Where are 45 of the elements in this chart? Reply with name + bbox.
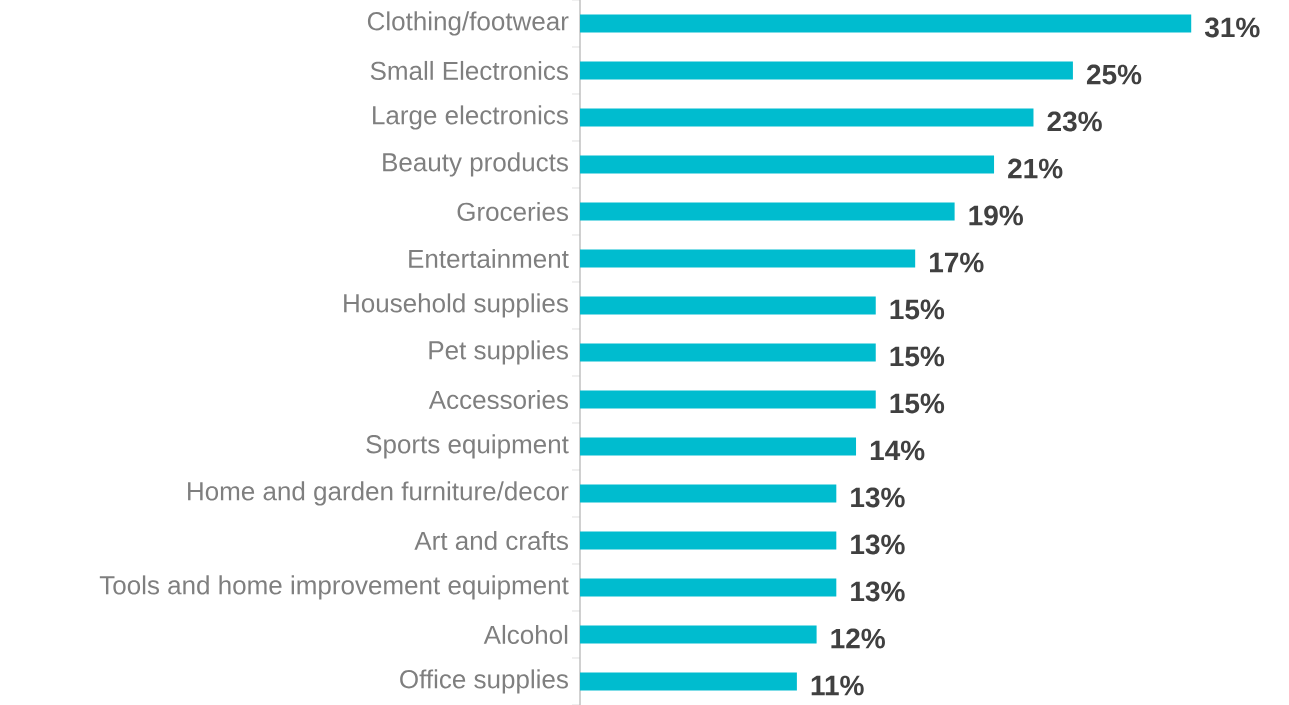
- bar: [580, 108, 1034, 127]
- y-tick-label: Entertainment: [409, 248, 569, 269]
- bar: [580, 531, 837, 550]
- y-tick-label: Home and garden furniture/decor: [188, 481, 569, 506]
- y-tick-label: Art and crafts: [414, 530, 568, 551]
- y-tick-label: Tools and home improvement equipment: [99, 575, 569, 600]
- data-label: 15%: [890, 393, 945, 414]
- y-tick-label: Clothing/footwear: [367, 11, 569, 36]
- data-label: 15%: [890, 346, 945, 367]
- bar: [580, 625, 817, 644]
- data-label: 21%: [1008, 158, 1063, 179]
- bar: [580, 390, 876, 409]
- y-tick-label: Beauty products: [383, 152, 568, 177]
- y-tick-label: Office supplies: [400, 669, 568, 694]
- data-label: 12%: [831, 628, 885, 649]
- bar: [580, 155, 995, 174]
- data-label: 19%: [969, 205, 1023, 226]
- y-tick-label: Alcohol: [483, 624, 568, 645]
- bar: [580, 484, 837, 503]
- bar: [580, 14, 1192, 33]
- data-label: 23%: [1047, 111, 1102, 132]
- data-label: 15%: [890, 299, 945, 320]
- bar: [580, 202, 955, 221]
- data-label: 25%: [1086, 64, 1142, 85]
- y-tick-label: Small Electronics: [370, 60, 568, 81]
- bar: [580, 672, 797, 691]
- data-label: 31%: [1204, 17, 1260, 38]
- data-label: 17%: [930, 252, 984, 273]
- bar: [580, 61, 1073, 80]
- bar: [580, 578, 837, 597]
- y-tick-label: Sports equipment: [366, 434, 569, 459]
- y-tick-label: Large electronics: [373, 105, 568, 130]
- data-label: 13%: [851, 487, 905, 508]
- bar: [580, 437, 857, 456]
- y-tick-label: Pet supplies: [429, 340, 568, 365]
- data-label: 14%: [870, 440, 925, 461]
- y-tick-label: Household supplies: [344, 293, 568, 318]
- bar: [580, 296, 876, 315]
- data-label: 11%: [811, 675, 864, 696]
- data-label: 13%: [851, 534, 905, 555]
- y-tick-label: Groceries: [457, 201, 568, 222]
- bar: [580, 343, 876, 362]
- bar: [580, 249, 916, 268]
- y-tick-label: Accessories: [428, 389, 568, 410]
- data-label: 13%: [851, 581, 905, 602]
